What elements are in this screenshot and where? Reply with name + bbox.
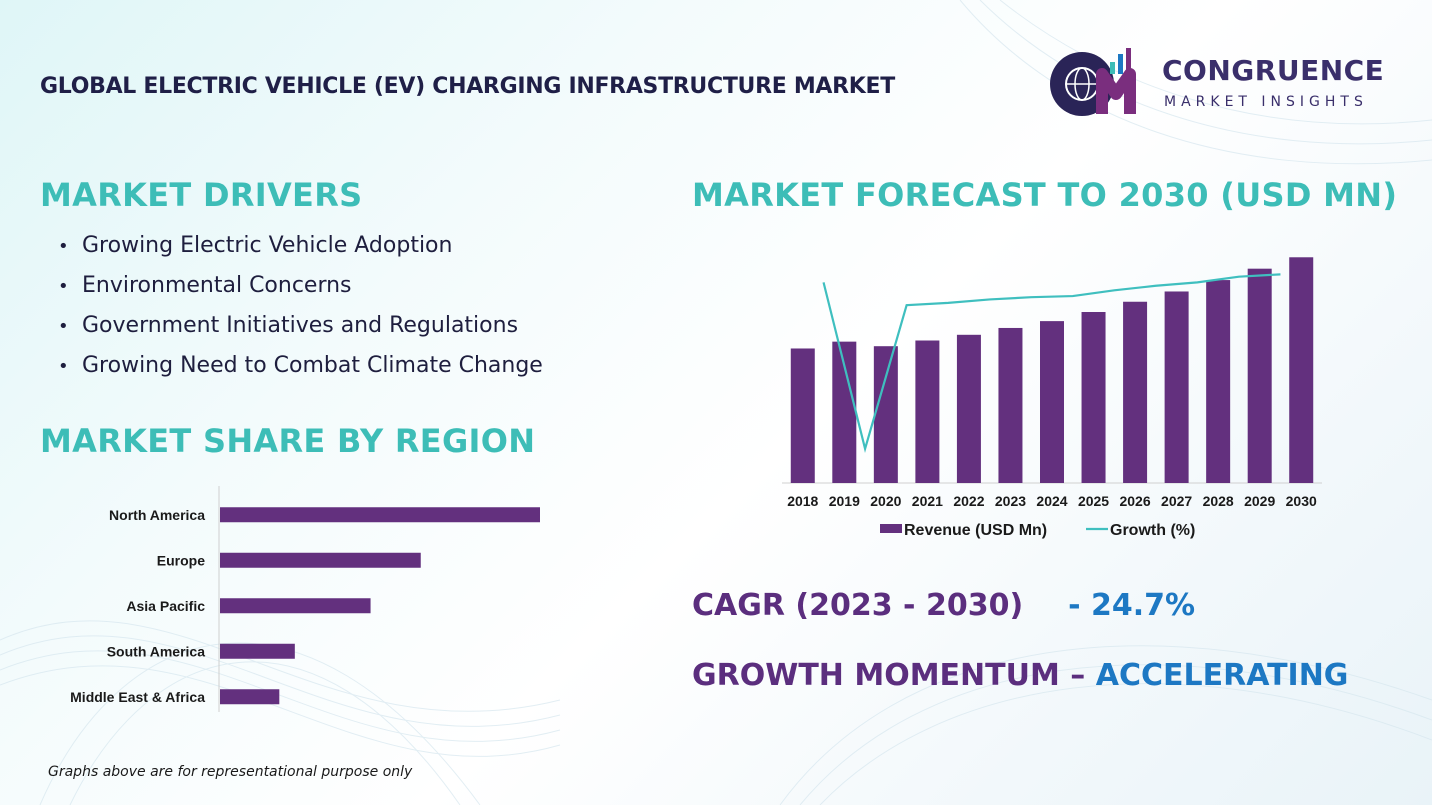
revenue-bar bbox=[1247, 268, 1272, 483]
driver-text: Environmental Concerns bbox=[82, 273, 352, 298]
momentum-label: GROWTH MOMENTUM – bbox=[692, 658, 1086, 693]
driver-text: Government Initiatives and Regulations bbox=[82, 313, 519, 338]
list-item: • Growing Electric Vehicle Adoption bbox=[58, 232, 543, 272]
revenue-bar bbox=[873, 346, 898, 483]
logo-subtitle: MARKET INSIGHTS bbox=[1164, 94, 1368, 110]
bullet-icon: • bbox=[58, 236, 69, 257]
legend-revenue-label: Revenue (USD Mn) bbox=[904, 522, 1047, 539]
cagr-value: - 24.7% bbox=[1068, 588, 1196, 623]
momentum-value: ACCELERATING bbox=[1095, 658, 1349, 693]
revenue-bar bbox=[1123, 301, 1148, 483]
drivers-list: • Growing Electric Vehicle Adoption • Envi… bbox=[58, 232, 543, 392]
x-tick-label: 2019 bbox=[829, 493, 860, 509]
x-tick-label: 2030 bbox=[1286, 493, 1317, 509]
revenue-bar bbox=[1289, 257, 1314, 483]
driver-text: Growing Need to Combat Climate Change bbox=[82, 353, 543, 378]
region-share-chart: North America Europe Asia Pacific South Ame… bbox=[70, 486, 540, 712]
revenue-bar bbox=[1081, 312, 1106, 483]
driver-text: Growing Electric Vehicle Adoption bbox=[82, 233, 453, 258]
x-tick-label: 2018 bbox=[787, 493, 818, 509]
region-label: Europe bbox=[157, 552, 205, 568]
revenue-bar bbox=[1040, 321, 1064, 483]
logo-name: CONGRUENCE bbox=[1162, 54, 1385, 87]
region-bar bbox=[220, 689, 280, 705]
x-tick-label: 2025 bbox=[1078, 493, 1109, 509]
growth-line bbox=[822, 273, 1281, 454]
cagr-line: CAGR (2023 - 2030) - 24.7% bbox=[692, 588, 1195, 623]
list-item: • Growing Need to Combat Climate Change bbox=[58, 352, 543, 392]
revenue-bar bbox=[915, 340, 940, 483]
x-tick-label: 2022 bbox=[953, 493, 984, 509]
revenue-bar bbox=[998, 327, 1023, 483]
region-label: South America bbox=[107, 643, 205, 659]
region-bar bbox=[220, 507, 540, 523]
region-label: Middle East & Africa bbox=[70, 689, 205, 705]
region-bar bbox=[220, 598, 371, 614]
legend-growth-label: Growth (%) bbox=[1110, 522, 1195, 539]
brand-logo: CONGRUENCE MARKET INSIGHTS bbox=[1044, 44, 1404, 120]
list-item: • Environmental Concerns bbox=[58, 272, 543, 312]
footnote: Graphs above are for representational pu… bbox=[48, 764, 413, 780]
revenue-bar bbox=[1164, 291, 1189, 483]
revenue-bar bbox=[956, 334, 981, 483]
momentum-line: GROWTH MOMENTUM – ACCELERATING bbox=[692, 658, 1348, 693]
x-tick-label: 2020 bbox=[870, 493, 901, 509]
forecast-chart: 2018 2019 2020 2021 2022 2023 2024 2025 2026 2027… bbox=[782, 257, 1322, 539]
bullet-icon: • bbox=[58, 356, 69, 377]
revenue-bar bbox=[790, 348, 815, 483]
legend-revenue-swatch bbox=[880, 524, 902, 533]
x-tick-label: 2024 bbox=[1036, 493, 1067, 509]
cm-globe-logo-icon bbox=[1050, 48, 1136, 116]
drivers-heading: MARKET DRIVERS bbox=[40, 176, 363, 214]
x-tick-label: 2026 bbox=[1119, 493, 1150, 509]
cagr-label: CAGR (2023 - 2030) bbox=[692, 588, 1024, 623]
x-tick-label: 2027 bbox=[1161, 493, 1192, 509]
x-tick-label: 2021 bbox=[912, 493, 943, 509]
bullet-icon: • bbox=[58, 276, 69, 297]
region-label: Asia Pacific bbox=[126, 598, 205, 614]
x-tick-label: 2029 bbox=[1244, 493, 1275, 509]
region-label: North America bbox=[109, 507, 205, 523]
x-tick-label: 2023 bbox=[995, 493, 1026, 509]
region-bar bbox=[220, 552, 421, 568]
page-title: GLOBAL ELECTRIC VEHICLE (EV) CHARGING IN… bbox=[40, 74, 895, 99]
region-heading: MARKET SHARE BY REGION bbox=[40, 422, 536, 460]
revenue-bar bbox=[1206, 280, 1231, 483]
forecast-heading: MARKET FORECAST TO 2030 (USD MN) bbox=[692, 176, 1398, 214]
bullet-icon: • bbox=[58, 316, 69, 337]
list-item: • Government Initiatives and Regulations bbox=[58, 312, 543, 352]
x-tick-label: 2028 bbox=[1203, 493, 1234, 509]
region-bar bbox=[220, 643, 295, 659]
